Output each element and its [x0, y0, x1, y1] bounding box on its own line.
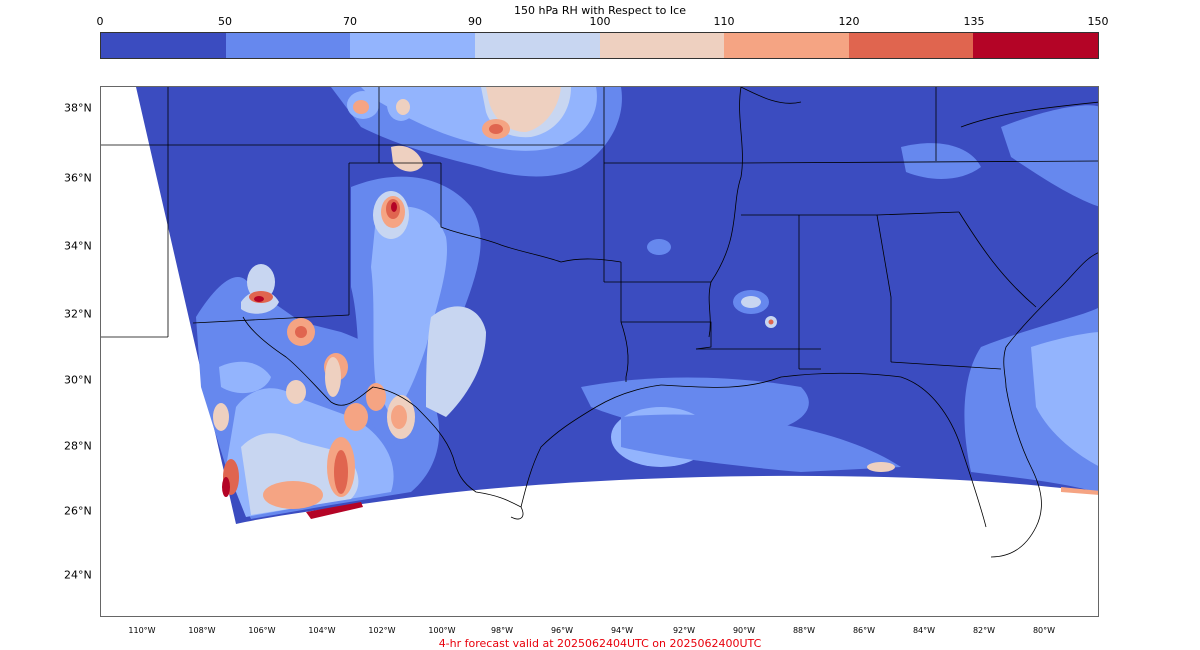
lon-label: 98°W — [490, 626, 514, 635]
colorbar-tick: 100 — [589, 15, 611, 28]
colorbar-tick: 120 — [838, 15, 860, 28]
lon-label: 108°W — [188, 626, 216, 635]
lat-label: 34°N — [64, 239, 92, 253]
rh-map — [101, 87, 1098, 558]
colorbar-tick: 50 — [218, 15, 232, 28]
colorbar-tick: 150 — [1087, 15, 1109, 28]
lon-label: 102°W — [368, 626, 396, 635]
colorbar-tick: 70 — [343, 15, 357, 28]
lon-label: 92°W — [672, 626, 696, 635]
moisture-band-central — [351, 176, 486, 447]
colorbar-tick: 0 — [96, 15, 104, 28]
colorbar — [100, 32, 1099, 59]
lon-label: 90°W — [732, 626, 756, 635]
lon-label: 82°W — [972, 626, 996, 635]
colorbar-segment — [848, 33, 974, 58]
colorbar-title: 150 hPa RH with Respect to Ice — [514, 4, 686, 17]
lat-label: 38°N — [64, 101, 92, 115]
lon-label: 106°W — [248, 626, 276, 635]
moisture-cores-northwest — [247, 89, 415, 303]
lon-label: 88°W — [792, 626, 816, 635]
colorbar-segment — [474, 33, 600, 58]
colorbar-segment — [724, 33, 849, 58]
forecast-caption: 4-hr forecast valid at 2025062404UTC on … — [438, 637, 762, 650]
colorbar-segment — [973, 33, 1098, 58]
map-panel — [100, 86, 1099, 617]
lon-label: 104°W — [308, 626, 336, 635]
colorbar-segment — [350, 33, 475, 58]
lat-label: 24°N — [64, 568, 92, 582]
colorbar-tick: 110 — [713, 15, 735, 28]
moisture-cores-southwest — [213, 318, 415, 519]
lon-label: 84°W — [912, 626, 936, 635]
colorbar-segment — [101, 33, 226, 58]
lat-label: 30°N — [64, 373, 92, 387]
lat-label: 32°N — [64, 307, 92, 321]
lon-label: 94°W — [610, 626, 634, 635]
colorbar-tick: 90 — [468, 15, 482, 28]
lon-label: 100°W — [428, 626, 456, 635]
colorbar-segment — [599, 33, 725, 58]
lon-label: 80°W — [1032, 626, 1056, 635]
lat-label: 28°N — [64, 439, 92, 453]
lon-label: 86°W — [852, 626, 876, 635]
colorbar-segment — [225, 33, 351, 58]
moisture-features-gulf — [581, 105, 1098, 495]
lat-label: 26°N — [64, 504, 92, 518]
state-borders — [101, 87, 1098, 558]
colorbar-tick: 135 — [963, 15, 985, 28]
lon-label: 96°W — [550, 626, 574, 635]
lon-label: 110°W — [128, 626, 156, 635]
lat-label: 36°N — [64, 171, 92, 185]
